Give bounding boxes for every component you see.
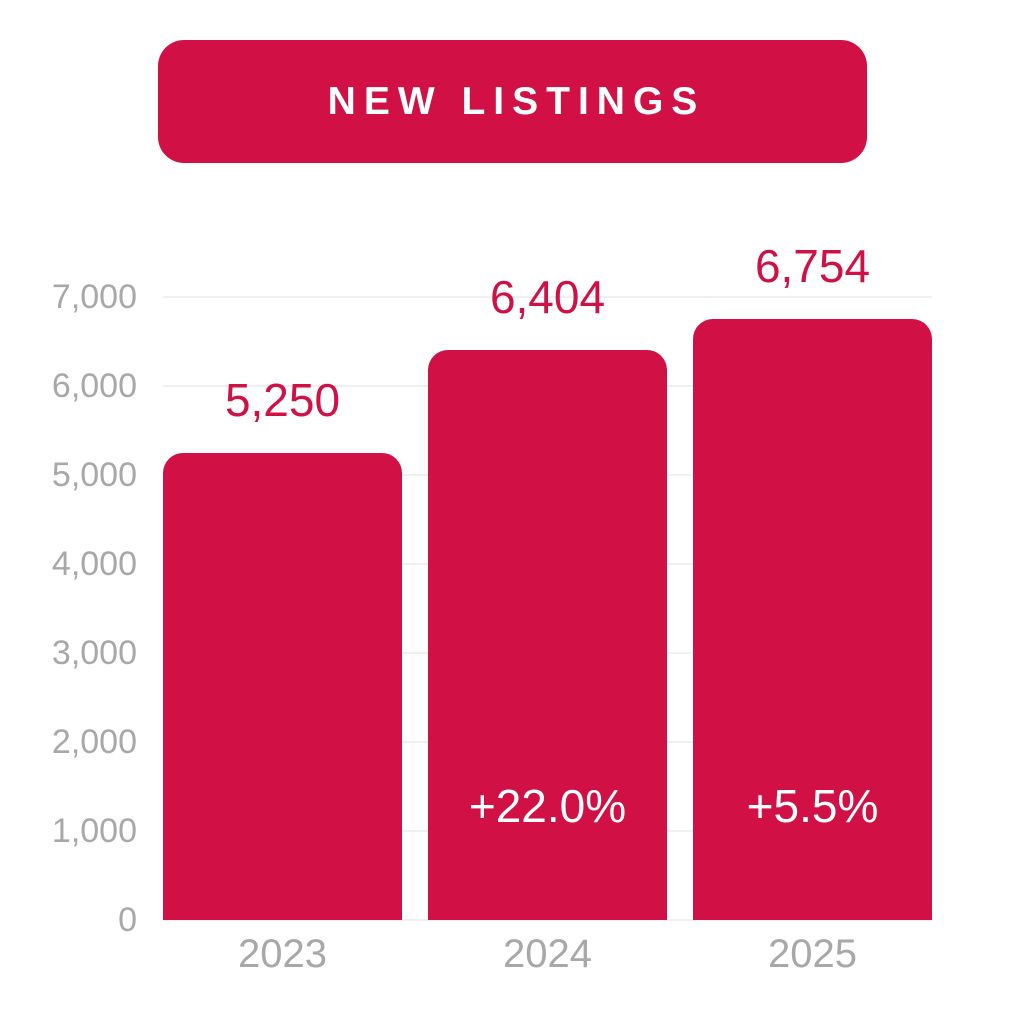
gridline — [163, 296, 932, 298]
bar-value-label: 6,404 — [489, 271, 606, 324]
y-axis-tick-label: 0 — [118, 901, 137, 939]
x-axis-tick-label: 2024 — [503, 932, 592, 976]
bar-2025 — [693, 318, 932, 920]
bar-value-label: 6,754 — [754, 239, 871, 292]
y-axis-tick-label: 6,000 — [51, 367, 137, 405]
bar-growth-label: +22.0% — [468, 780, 627, 832]
gridline — [163, 919, 932, 921]
y-axis-tick-label: 1,000 — [51, 812, 137, 850]
bar-value-label: 5,250 — [224, 373, 341, 426]
y-axis-tick-label: 5,000 — [51, 456, 137, 494]
chart-title-banner: NEW LISTINGS — [158, 40, 867, 163]
bar-growth-label: +5.5% — [746, 780, 879, 832]
x-axis-tick-label: 2023 — [238, 932, 327, 976]
chart-title: NEW LISTINGS — [327, 79, 706, 123]
y-axis-tick-label: 4,000 — [51, 545, 137, 583]
bar-2023 — [163, 452, 402, 920]
y-axis-tick-label: 3,000 — [51, 634, 137, 672]
y-axis-tick-label: 2,000 — [51, 723, 137, 761]
x-axis-tick-label: 2025 — [768, 932, 857, 976]
bar-2024 — [428, 350, 667, 920]
y-axis-tick-label: 7,000 — [51, 278, 137, 316]
